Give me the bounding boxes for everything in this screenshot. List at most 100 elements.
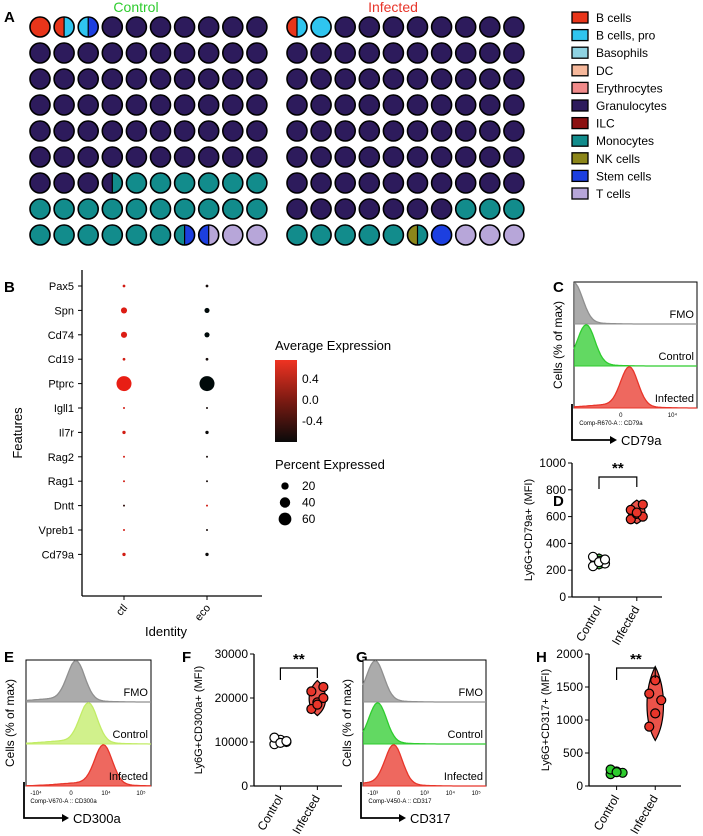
arrowhead: [399, 814, 406, 822]
waffle-dot: [503, 172, 525, 194]
waffle-dot: [454, 94, 477, 116]
y-tick-label: 800: [546, 483, 566, 497]
tick-label: 0: [397, 791, 401, 797]
legend-label: Granulocytes: [596, 99, 667, 113]
waffle-dot: [77, 94, 99, 116]
waffle-dot: [286, 16, 308, 38]
waffle-dot: [310, 68, 332, 90]
waffle-dot: [29, 146, 51, 168]
waffle-dot: [358, 198, 381, 220]
waffle-dot: [197, 68, 220, 90]
x-axis-title: CD79a: [621, 433, 662, 448]
panel-letter-D: D: [553, 493, 564, 510]
panel-letter-G: G: [356, 649, 368, 666]
expression-dot: [206, 529, 208, 531]
track-label: Infected: [655, 393, 694, 405]
waffle-dot: [503, 16, 525, 38]
legend-swatch: [571, 81, 589, 95]
waffle-dot: [454, 198, 477, 220]
waffle-dot: [406, 198, 429, 220]
waffle-dot: [53, 146, 75, 168]
waffle-dot: [173, 146, 196, 168]
track-label: Control: [659, 351, 694, 363]
waffle-dot: [125, 68, 148, 90]
panel-letter-B: B: [4, 279, 15, 296]
legend-swatch: [571, 152, 589, 165]
track-label: Infected: [444, 771, 483, 783]
feature-label: Vpreb1: [39, 525, 74, 537]
waffle-dot: [503, 42, 525, 64]
y-axis-title: Cells (% of max): [340, 679, 354, 767]
waffle-dot: [53, 68, 75, 90]
waffle-dot: [310, 146, 332, 168]
waffle-dot: [406, 42, 429, 64]
tick-label: 0: [69, 791, 73, 797]
tick-label: 10⁴: [446, 790, 456, 797]
y-tick-label: 2000: [556, 647, 583, 661]
waffle-dot: [406, 146, 429, 168]
waffle-dot: [77, 146, 99, 168]
data-point: [650, 708, 661, 719]
waffle-dot: [77, 120, 99, 142]
waffle-dot: [29, 94, 51, 116]
feature-label: Cd19: [48, 354, 74, 366]
arrowhead: [610, 436, 617, 444]
y-tick-label: 200: [546, 563, 566, 577]
waffle-dot: [149, 172, 172, 194]
waffle-dot-half: [184, 225, 195, 245]
waffle-dot-half: [297, 17, 307, 37]
waffle-dot-half: [54, 17, 65, 37]
waffle-dot: [149, 68, 172, 90]
histogram-fill: [574, 324, 697, 366]
waffle-dot: [454, 224, 477, 246]
waffle-dot: [29, 224, 51, 246]
tick-label: 10⁴: [101, 790, 111, 797]
violin-cd79a: 0 200 400 600 800 1000 Ly6G+CD79a+ (MFI) Contro…: [523, 456, 662, 647]
waffle-dot: [173, 68, 196, 90]
waffle-dot: [125, 16, 148, 38]
size-legend-dot: [279, 497, 291, 508]
waffle-dot: [334, 224, 357, 246]
axis-arrow: [571, 404, 610, 441]
waffle-dot: [125, 172, 148, 194]
arrowhead: [62, 814, 69, 822]
waffle-dot: [430, 68, 453, 90]
waffle-dot: [246, 224, 268, 246]
y-tick-label: 500: [563, 746, 583, 760]
expression-dot: [116, 376, 132, 392]
y-tick-label: 0: [559, 590, 566, 604]
waffle-dot: [125, 94, 148, 116]
legend-swatch: [571, 11, 589, 24]
y-tick-label: 1000: [556, 713, 583, 727]
waffle-infected: Infected: [286, 0, 525, 246]
waffle-dot: [29, 120, 51, 142]
waffle-dot: [101, 198, 124, 220]
expression-dot: [199, 376, 215, 392]
expression-dot: [123, 455, 125, 458]
feature-label: Dntt: [54, 501, 74, 513]
data-point: [644, 688, 655, 699]
waffle-dot: [478, 68, 501, 90]
panel-letter-F: F: [182, 649, 191, 666]
waffle-dot: [382, 94, 405, 116]
y-tick-label: 20000: [215, 691, 249, 705]
waffle-dot: [382, 172, 405, 194]
waffle-dot: [358, 94, 381, 116]
x-axis-title: Identity: [145, 624, 187, 639]
waffle-dot: [430, 198, 453, 220]
feature-label: Cd74: [48, 330, 74, 342]
tick-label: 10⁴: [668, 412, 678, 419]
waffle-dot: [286, 120, 308, 142]
expression-dot: [122, 284, 126, 288]
waffle-dot-half: [417, 225, 428, 245]
waffle-dot: [53, 42, 75, 64]
waffle-dot: [430, 120, 453, 142]
waffle-dot: [286, 42, 308, 64]
data-point: [631, 507, 642, 518]
waffle-dot: [406, 172, 429, 194]
y-axis-title: Ly6G+CD79a+ (MFI): [523, 479, 535, 581]
expression-dot: [205, 552, 209, 557]
waffle-dot: [454, 16, 477, 38]
waffle-dot: [478, 146, 501, 168]
